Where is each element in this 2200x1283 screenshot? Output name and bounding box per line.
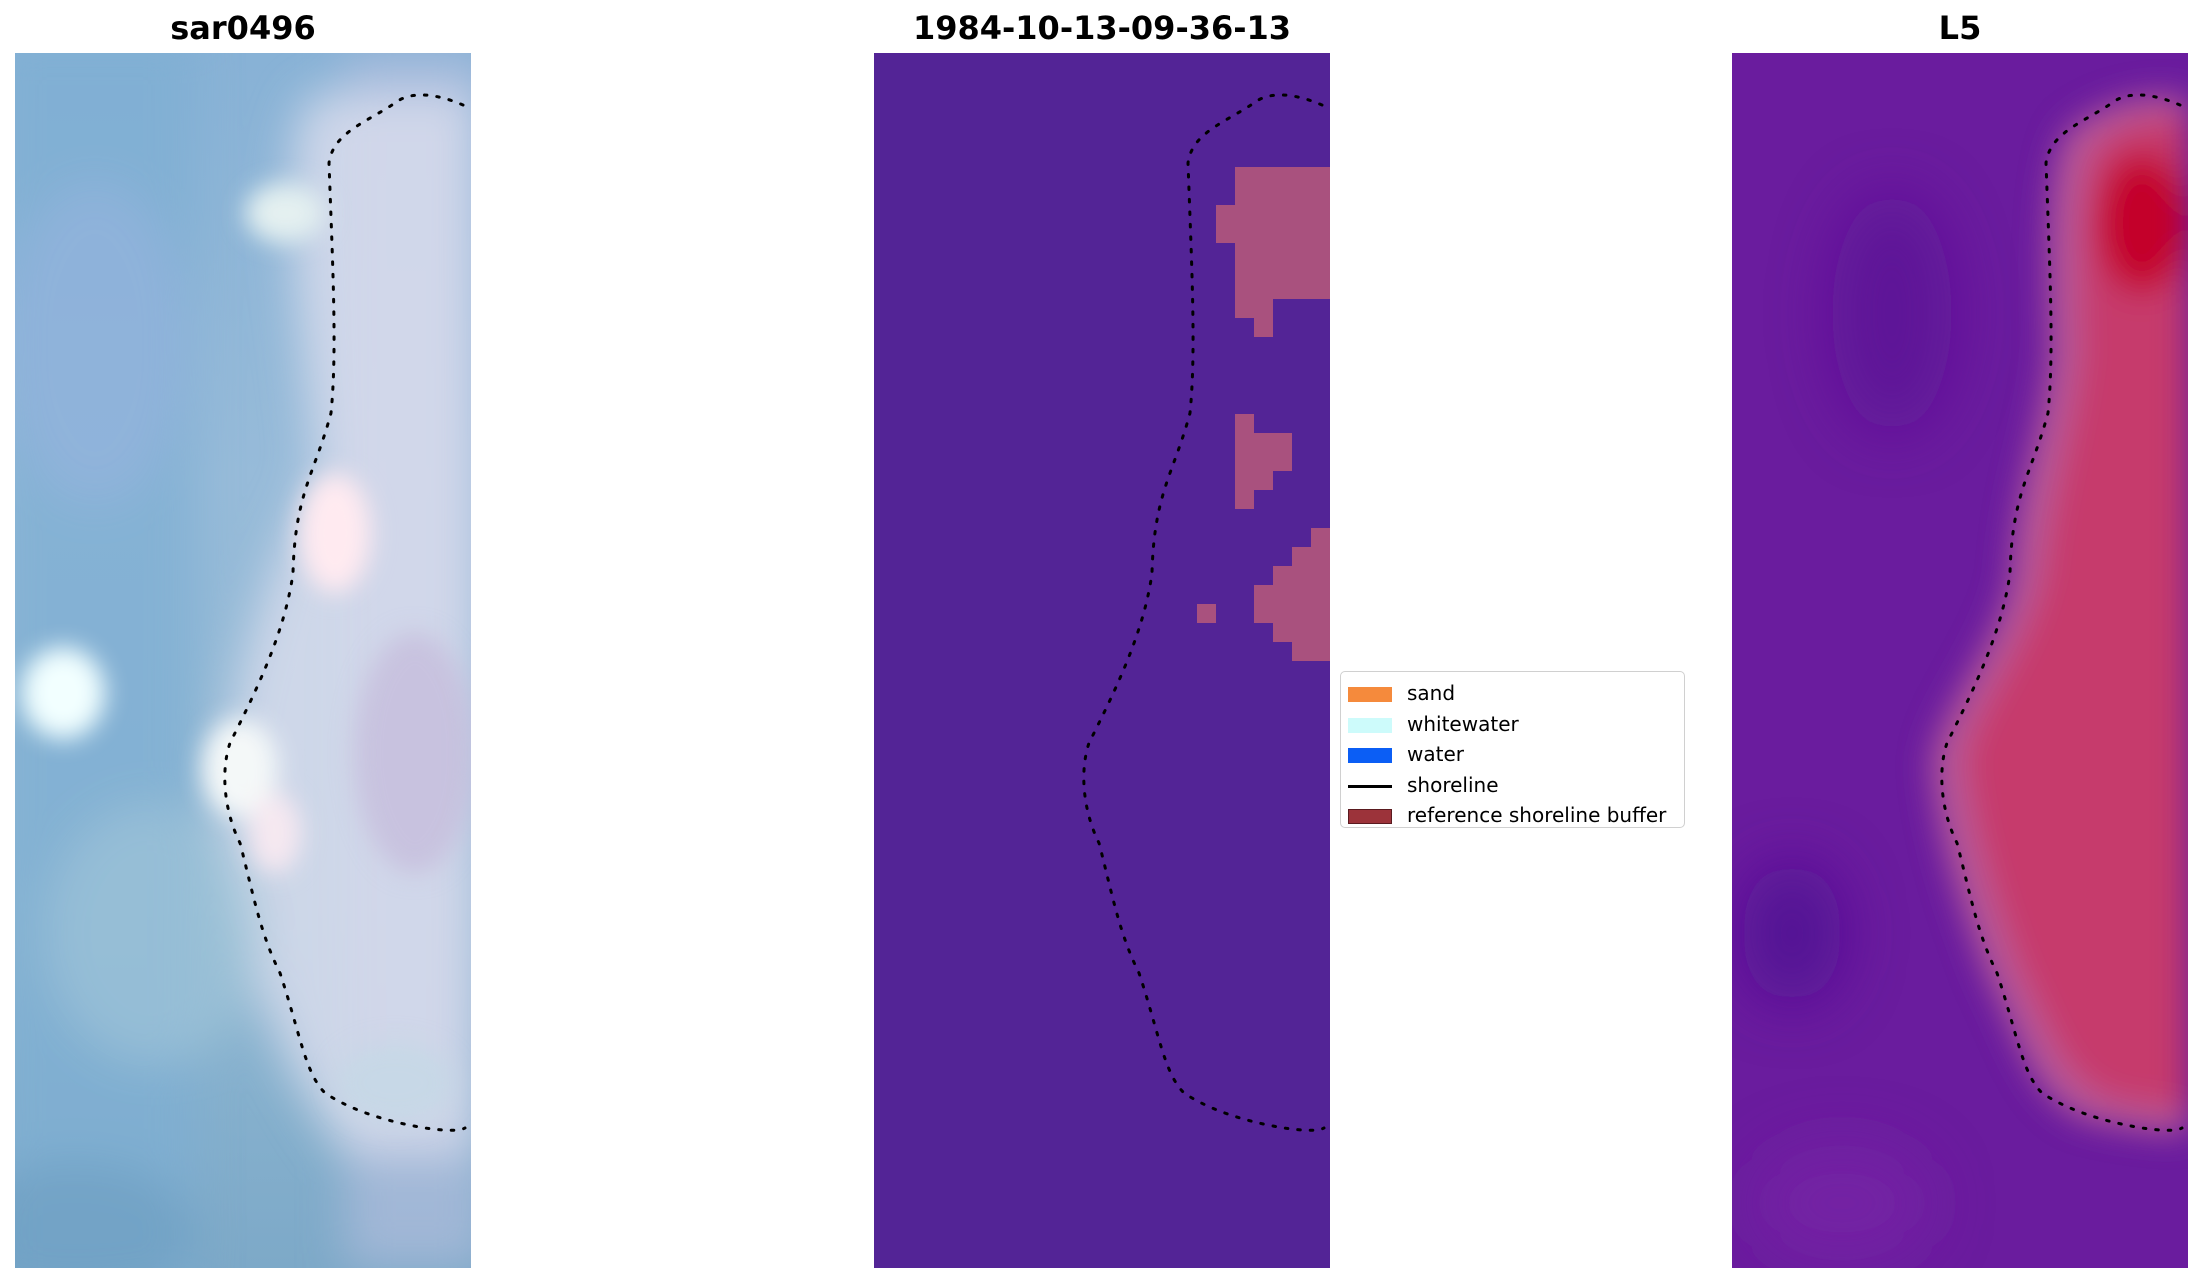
index-image bbox=[1742, 93, 2188, 1263]
legend-label-whitewater: whitewater bbox=[1407, 711, 1519, 736]
legend-label-water: water bbox=[1407, 742, 1464, 766]
legend-item-sand: sand bbox=[1341, 678, 1684, 709]
legend-swatch-water bbox=[1348, 748, 1392, 763]
legend-item-shoreline: shoreline bbox=[1341, 770, 1684, 801]
legend-swatch-reference-buffer bbox=[1348, 809, 1392, 824]
index-panel bbox=[1732, 53, 2188, 1268]
legend-swatch-whitewater bbox=[1348, 717, 1392, 733]
rgb-image-panel bbox=[15, 53, 471, 1268]
shoreline-dots-rgb bbox=[223, 93, 467, 1132]
shoreline-dots-classification bbox=[1082, 93, 1326, 1132]
legend-item-reference-buffer: reference shoreline buffer bbox=[1341, 800, 1684, 831]
map-legend: sand whitewater water shoreline referenc… bbox=[1340, 671, 1685, 828]
legend-label-sand: sand bbox=[1407, 681, 1456, 705]
panel-title-classification: 1984-10-13-09-36-13 bbox=[912, 9, 1292, 47]
legend-swatch-sand bbox=[1348, 687, 1392, 702]
legend-label-reference-buffer: reference shoreline buffer bbox=[1407, 803, 1667, 827]
classification-panel bbox=[874, 53, 1330, 1268]
rgb-image bbox=[15, 53, 471, 1268]
shoreline-dots-index bbox=[1940, 93, 2184, 1132]
legend-item-water: water bbox=[1341, 739, 1684, 770]
classified-sand-patches bbox=[1197, 167, 1330, 661]
classification-map bbox=[1082, 93, 1330, 1132]
legend-item-whitewater: whitewater bbox=[1341, 709, 1684, 740]
legend-line-shoreline bbox=[1348, 784, 1392, 788]
panel-title-index: L5 bbox=[1938, 9, 1982, 47]
legend-label-shoreline: shoreline bbox=[1407, 772, 1499, 797]
panel-title-rgb: sar0496 bbox=[170, 9, 316, 47]
